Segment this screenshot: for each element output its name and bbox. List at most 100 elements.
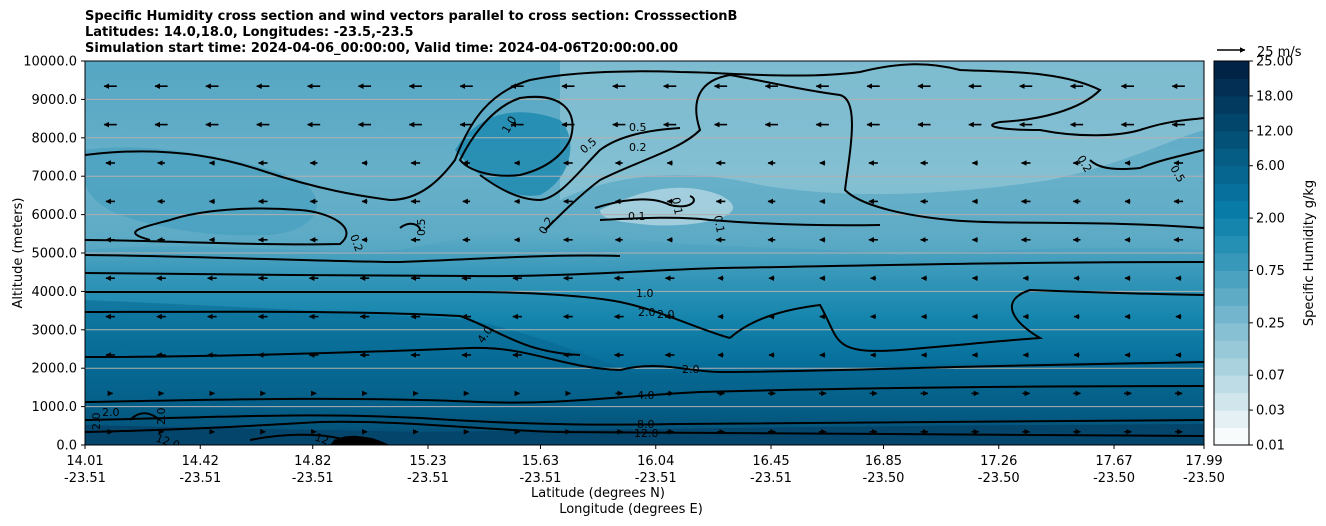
x-tick-label-lat: 14.82 — [294, 454, 331, 469]
chart-title-line-3: Simulation start time: 2024-04-06_00:00:… — [85, 41, 678, 56]
x-tick-label-lat: 17.99 — [1185, 454, 1222, 469]
y-tick-label: 0.0 — [56, 439, 77, 454]
humidity-field-boundary-layer — [85, 300, 1204, 445]
y-tick-label: 6000.0 — [32, 208, 78, 223]
colorbar-frame — [1213, 60, 1250, 446]
y-tick-label: 5000.0 — [32, 247, 78, 262]
colorbar-tick-label: 25.00 — [1256, 55, 1293, 70]
x-tick-label-lon: -23.51 — [407, 471, 449, 486]
colorbar-band — [1214, 357, 1249, 376]
colorbar-tick-label: 0.75 — [1256, 264, 1285, 279]
contour-line-05 — [85, 261, 1204, 278]
colorbar-band — [1214, 183, 1249, 202]
colorbar-band — [1214, 253, 1249, 271]
humidity-field-driest-core — [600, 187, 734, 226]
y-axis-label: Altitude (meters) — [11, 198, 26, 309]
contour-line-05 — [479, 127, 681, 202]
colorbar-band — [1214, 270, 1249, 289]
colorbar-band — [1214, 427, 1249, 446]
x-tick-label-lon: -23.51 — [292, 471, 334, 486]
colorbar-band — [1214, 78, 1249, 97]
quiver-key: 25 m/s — [1217, 45, 1302, 60]
colorbar-band — [1214, 410, 1249, 429]
contour-label: 0.5 — [415, 219, 428, 237]
colorbar-band — [1214, 340, 1249, 359]
contour-line-05 — [85, 254, 621, 264]
contour-label: 0.2 — [629, 141, 647, 154]
y-tick-label: 7000.0 — [32, 170, 78, 185]
y-tick-label: 10000.0 — [23, 55, 77, 70]
contour-line-02 — [85, 207, 348, 246]
colorbar-tick-label: 18.00 — [1256, 89, 1293, 104]
contour-line-02 — [544, 73, 1204, 231]
x-tick-label-lat: 14.42 — [182, 454, 219, 469]
colorbar-band — [1214, 218, 1249, 237]
x-tick-label-lat: 16.04 — [637, 454, 674, 469]
contour-line-4 — [85, 385, 1204, 404]
contour-line-12 — [85, 420, 1204, 437]
y-tick-label: 9000.0 — [32, 93, 78, 108]
colorbar-band — [1214, 165, 1249, 184]
colorbar-band — [1214, 130, 1249, 149]
y-tick-label: 3000.0 — [32, 323, 78, 338]
contour-label: 2.0 — [682, 363, 700, 376]
contour-line-1 — [85, 290, 731, 339]
contour-line-2 — [85, 346, 1204, 374]
contour-line-01 — [594, 195, 695, 209]
contour-lines — [85, 63, 1204, 441]
chart-title-line-1: Specific Humidity cross section and wind… — [85, 9, 738, 24]
colorbar-band — [1214, 322, 1249, 341]
contour-label: 0.1 — [669, 196, 685, 215]
contour-line-8 — [85, 414, 1204, 426]
contour-line-1 — [458, 95, 574, 177]
colorbar-band — [1214, 375, 1249, 394]
x-tick-label-lon: -23.51 — [179, 471, 221, 486]
x-tick-label-lon: -23.50 — [978, 471, 1020, 486]
colorbar-tick-label: 0.03 — [1256, 404, 1285, 419]
colorbar-band — [1214, 61, 1249, 79]
x-axis: 14.01 -23.51 14.42 -23.51 14.82 -23.51 15.23 -2… — [64, 445, 1225, 486]
y-tick-label: 4000.0 — [32, 285, 78, 300]
contour-line-05 — [399, 222, 421, 231]
colorbar-band — [1214, 200, 1249, 219]
x-tick-label-lon: -23.51 — [520, 471, 562, 486]
contour-label: 0.1 — [628, 210, 646, 223]
colorbar-tick-label: 12.00 — [1256, 124, 1293, 139]
colorbar-band — [1214, 287, 1249, 306]
contour-label: 2.0 — [155, 408, 168, 426]
chart-title-line-2: Latitudes: 14.0,18.0, Longitudes: -23.5,… — [85, 25, 414, 40]
x-tick-label-lat: 14.01 — [66, 454, 103, 469]
y-tick-label: 1000.0 — [32, 400, 78, 415]
x-tick-label-lat: 17.67 — [1095, 454, 1132, 469]
x-tick-label-lat: 15.63 — [522, 454, 559, 469]
x-tick-label-lon: -23.50 — [1093, 471, 1135, 486]
contour-label: 12.0 — [634, 427, 659, 440]
contour-label: 0.1 — [711, 214, 727, 233]
colorbar-tick-label: 0.01 — [1256, 439, 1285, 454]
colorbar-band — [1214, 148, 1249, 167]
quiver-key-label: 25 m/s — [1257, 45, 1302, 60]
contour-line-05 — [85, 63, 1204, 202]
contour-label: 4.0 — [637, 389, 655, 402]
colorbar-tick-label: 2.00 — [1256, 212, 1285, 227]
plot-area: 1.0 0.5 0.5 0.2 0.1 0.1 0.1 0.2 0.5 0.2 … — [85, 61, 1204, 445]
colorbar-tick-label: 0.25 — [1256, 316, 1285, 331]
contour-line-1 — [729, 288, 1204, 352]
contour-label: 2.0 — [90, 413, 103, 431]
x-tick-label-lat: 16.85 — [865, 454, 902, 469]
x-tick-label-lon: -23.50 — [863, 471, 905, 486]
contour-line-2 — [85, 310, 581, 356]
y-tick-label: 8000.0 — [32, 131, 78, 146]
colorbar-tick-label: 0.07 — [1256, 369, 1285, 384]
colorbar-band — [1214, 95, 1249, 114]
contour-line-12 — [249, 433, 346, 441]
x-tick-label-lat: 17.26 — [980, 454, 1017, 469]
x-tick-label-lat: 15.23 — [409, 454, 446, 469]
colorbar-label: Specific Humidity g/kg — [1302, 180, 1317, 326]
colorbar-tick-label: 6.00 — [1256, 159, 1285, 174]
x-tick-label-lon: -23.51 — [635, 471, 677, 486]
y-axis: 0.0 1000.0 2000.0 3000.0 4000.0 5000.0 6000.0 7… — [23, 55, 85, 454]
contour-line-01 — [599, 216, 881, 227]
contour-label: 0.5 — [629, 121, 647, 134]
